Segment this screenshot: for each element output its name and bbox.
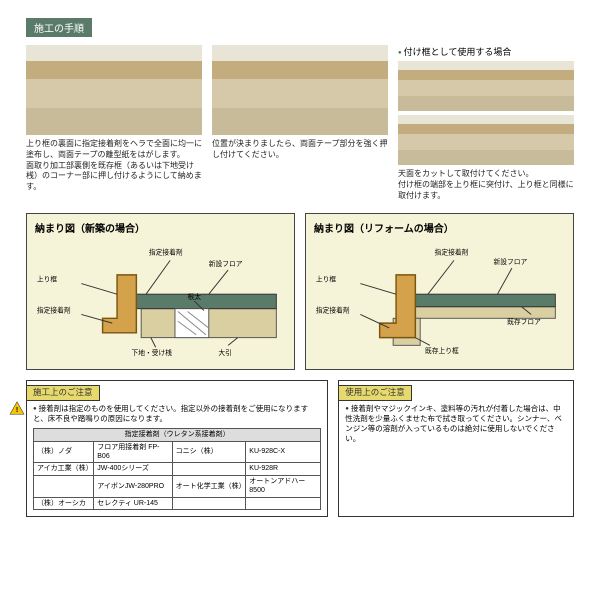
table-cell: （株）ノダ xyxy=(34,441,94,463)
diagram-new: 納まり図（新築の場合） 指定接着剤 新設フロア 上り框 指定接着剤 根太 下地・… xyxy=(26,213,295,370)
diagram-reform-title: 納まり図（リフォームの場合） xyxy=(314,220,565,235)
table-cell: アイボンJW-280PRO xyxy=(94,475,172,497)
d1-label-neda: 根太 xyxy=(188,292,202,301)
svg-text:!: ! xyxy=(16,407,18,414)
caption-right: 天面をカットして取付けてください。付け框の端部を上り框に突付け、上り框と同様に取… xyxy=(398,169,574,201)
d2-label-adh2: 指定接着剤 xyxy=(316,306,350,315)
section-title: 施工の手順 xyxy=(26,18,92,37)
d2-label-exfloor: 既存フロア xyxy=(507,317,541,326)
table-cell xyxy=(246,497,321,509)
table-cell: （株）オーシカ xyxy=(34,497,94,509)
photo-block-left: 上り框の裏面に指定接着剤をヘラで全面に均一に塗布し、両面テープの離型紙をはがしま… xyxy=(26,45,202,201)
note1-title: 施工上のご注意 xyxy=(27,385,100,400)
diagram-reform-svg: 指定接着剤 新設フロア 上り框 指定接着剤 既存フロア 既存上り框 xyxy=(314,239,565,359)
caption-mid: 位置が決まりましたら、両面テープ部分を強く押し付けてください。 xyxy=(212,139,388,161)
photo-block-mid: 位置が決まりましたら、両面テープ部分を強く押し付けてください。 xyxy=(212,45,388,201)
table-cell: オートンアドハー8500 xyxy=(246,475,321,497)
d2-label-floor: 新設フロア xyxy=(494,258,528,267)
table-header: 指定接着剤（ウレタン系接着剤） xyxy=(34,429,321,441)
table-cell: JW-400シリーズ xyxy=(94,463,172,475)
table-cell: セレクティ UR-145 xyxy=(94,497,172,509)
diagram-new-svg: 指定接着剤 新設フロア 上り框 指定接着剤 根太 下地・受け桟 大引 xyxy=(35,239,286,359)
note-construction: !ご注意 施工上のご注意 接着剤は指定のものを使用してください。指定以外の接着剤… xyxy=(26,380,328,517)
d2-label-adh1: 指定接着剤 xyxy=(435,248,469,257)
note1-body: 接着剤は指定のものを使用してください。指定以外の接着剤をご使用になりますと、床不… xyxy=(33,404,321,424)
note2-title: 使用上のご注意 xyxy=(339,385,412,400)
note-usage: 使用上のご注意 接着剤やマジックインキ、塗料等の汚れが付着した場合は、中性洗剤を… xyxy=(338,380,574,517)
diagram-new-title: 納まり図（新築の場合） xyxy=(35,220,286,235)
d1-label-kamachi: 上り框 xyxy=(37,275,58,284)
table-cell: KU-928R xyxy=(246,463,321,475)
table-cell xyxy=(172,463,246,475)
table-cell xyxy=(34,475,94,497)
diagram-reform: 納まり図（リフォームの場合） 指定接着剤 新設フロア 上り框 指定接着剤 既存フ… xyxy=(305,213,574,370)
table-cell: KU-928C-X xyxy=(246,441,321,463)
install-photo-1 xyxy=(26,45,202,135)
d1-label-obiki: 大引 xyxy=(218,348,232,357)
table-cell: アイカ工業（株） xyxy=(34,463,94,475)
d2-label-exkamachi: 既存上り框 xyxy=(425,346,459,355)
caption-left: 上り框の裏面に指定接着剤をヘラで全面に均一に塗布し、両面テープの離型紙をはがしま… xyxy=(26,139,202,193)
adhesive-table: 指定接着剤（ウレタン系接着剤） （株）ノダフロア用接着剤 FP-B06コニシ（株… xyxy=(33,428,321,510)
note2-body: 接着剤やマジックインキ、塗料等の汚れが付着した場合は、中性洗剤を少量ふくませた布… xyxy=(345,404,567,445)
warning-icon: !ご注意 xyxy=(9,401,25,415)
notes-row: !ご注意 施工上のご注意 接着剤は指定のものを使用してください。指定以外の接着剤… xyxy=(26,380,574,517)
photo-block-right: 付け框として使用する場合 天面をカットして取付けてください。付け框の端部を上り框… xyxy=(398,45,574,201)
diagram-row: 納まり図（新築の場合） 指定接着剤 新設フロア 上り框 指定接着剤 根太 下地・… xyxy=(26,213,574,370)
table-cell xyxy=(172,497,246,509)
d1-label-sitaji: 下地・受け桟 xyxy=(132,348,173,357)
d1-label-floor: 新設フロア xyxy=(209,260,243,269)
right-subtitle: 付け框として使用する場合 xyxy=(398,45,574,58)
table-cell: コニシ（株） xyxy=(172,441,246,463)
d1-label-adh2: 指定接着剤 xyxy=(37,306,71,315)
table-cell: フロア用接着剤 FP-B06 xyxy=(94,441,172,463)
d2-label-kamachi: 上り框 xyxy=(316,275,337,284)
d1-label-adh1: 指定接着剤 xyxy=(149,248,183,257)
install-photo-3b xyxy=(398,115,574,165)
install-photo-3a xyxy=(398,61,574,111)
photo-row: 上り框の裏面に指定接着剤をヘラで全面に均一に塗布し、両面テープの離型紙をはがしま… xyxy=(26,45,574,201)
install-photo-2 xyxy=(212,45,388,135)
table-cell: オート化学工業（株） xyxy=(172,475,246,497)
